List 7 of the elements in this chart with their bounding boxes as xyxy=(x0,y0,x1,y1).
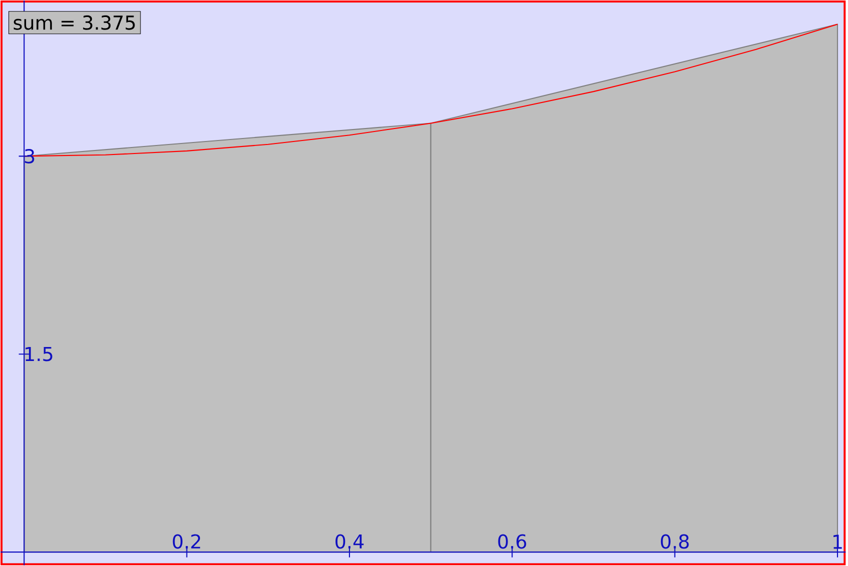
x-tick-label: 1 xyxy=(834,534,842,549)
x-tick-label: 0.4 xyxy=(336,534,364,549)
x-tick-label: 0.2 xyxy=(172,534,200,549)
x-tick-label: 0.8 xyxy=(660,534,689,549)
y-tick-label: 1.5 xyxy=(26,347,52,362)
x-tick-label: 0.6 xyxy=(498,534,526,549)
annotation: sum = 3.375 xyxy=(14,16,135,30)
